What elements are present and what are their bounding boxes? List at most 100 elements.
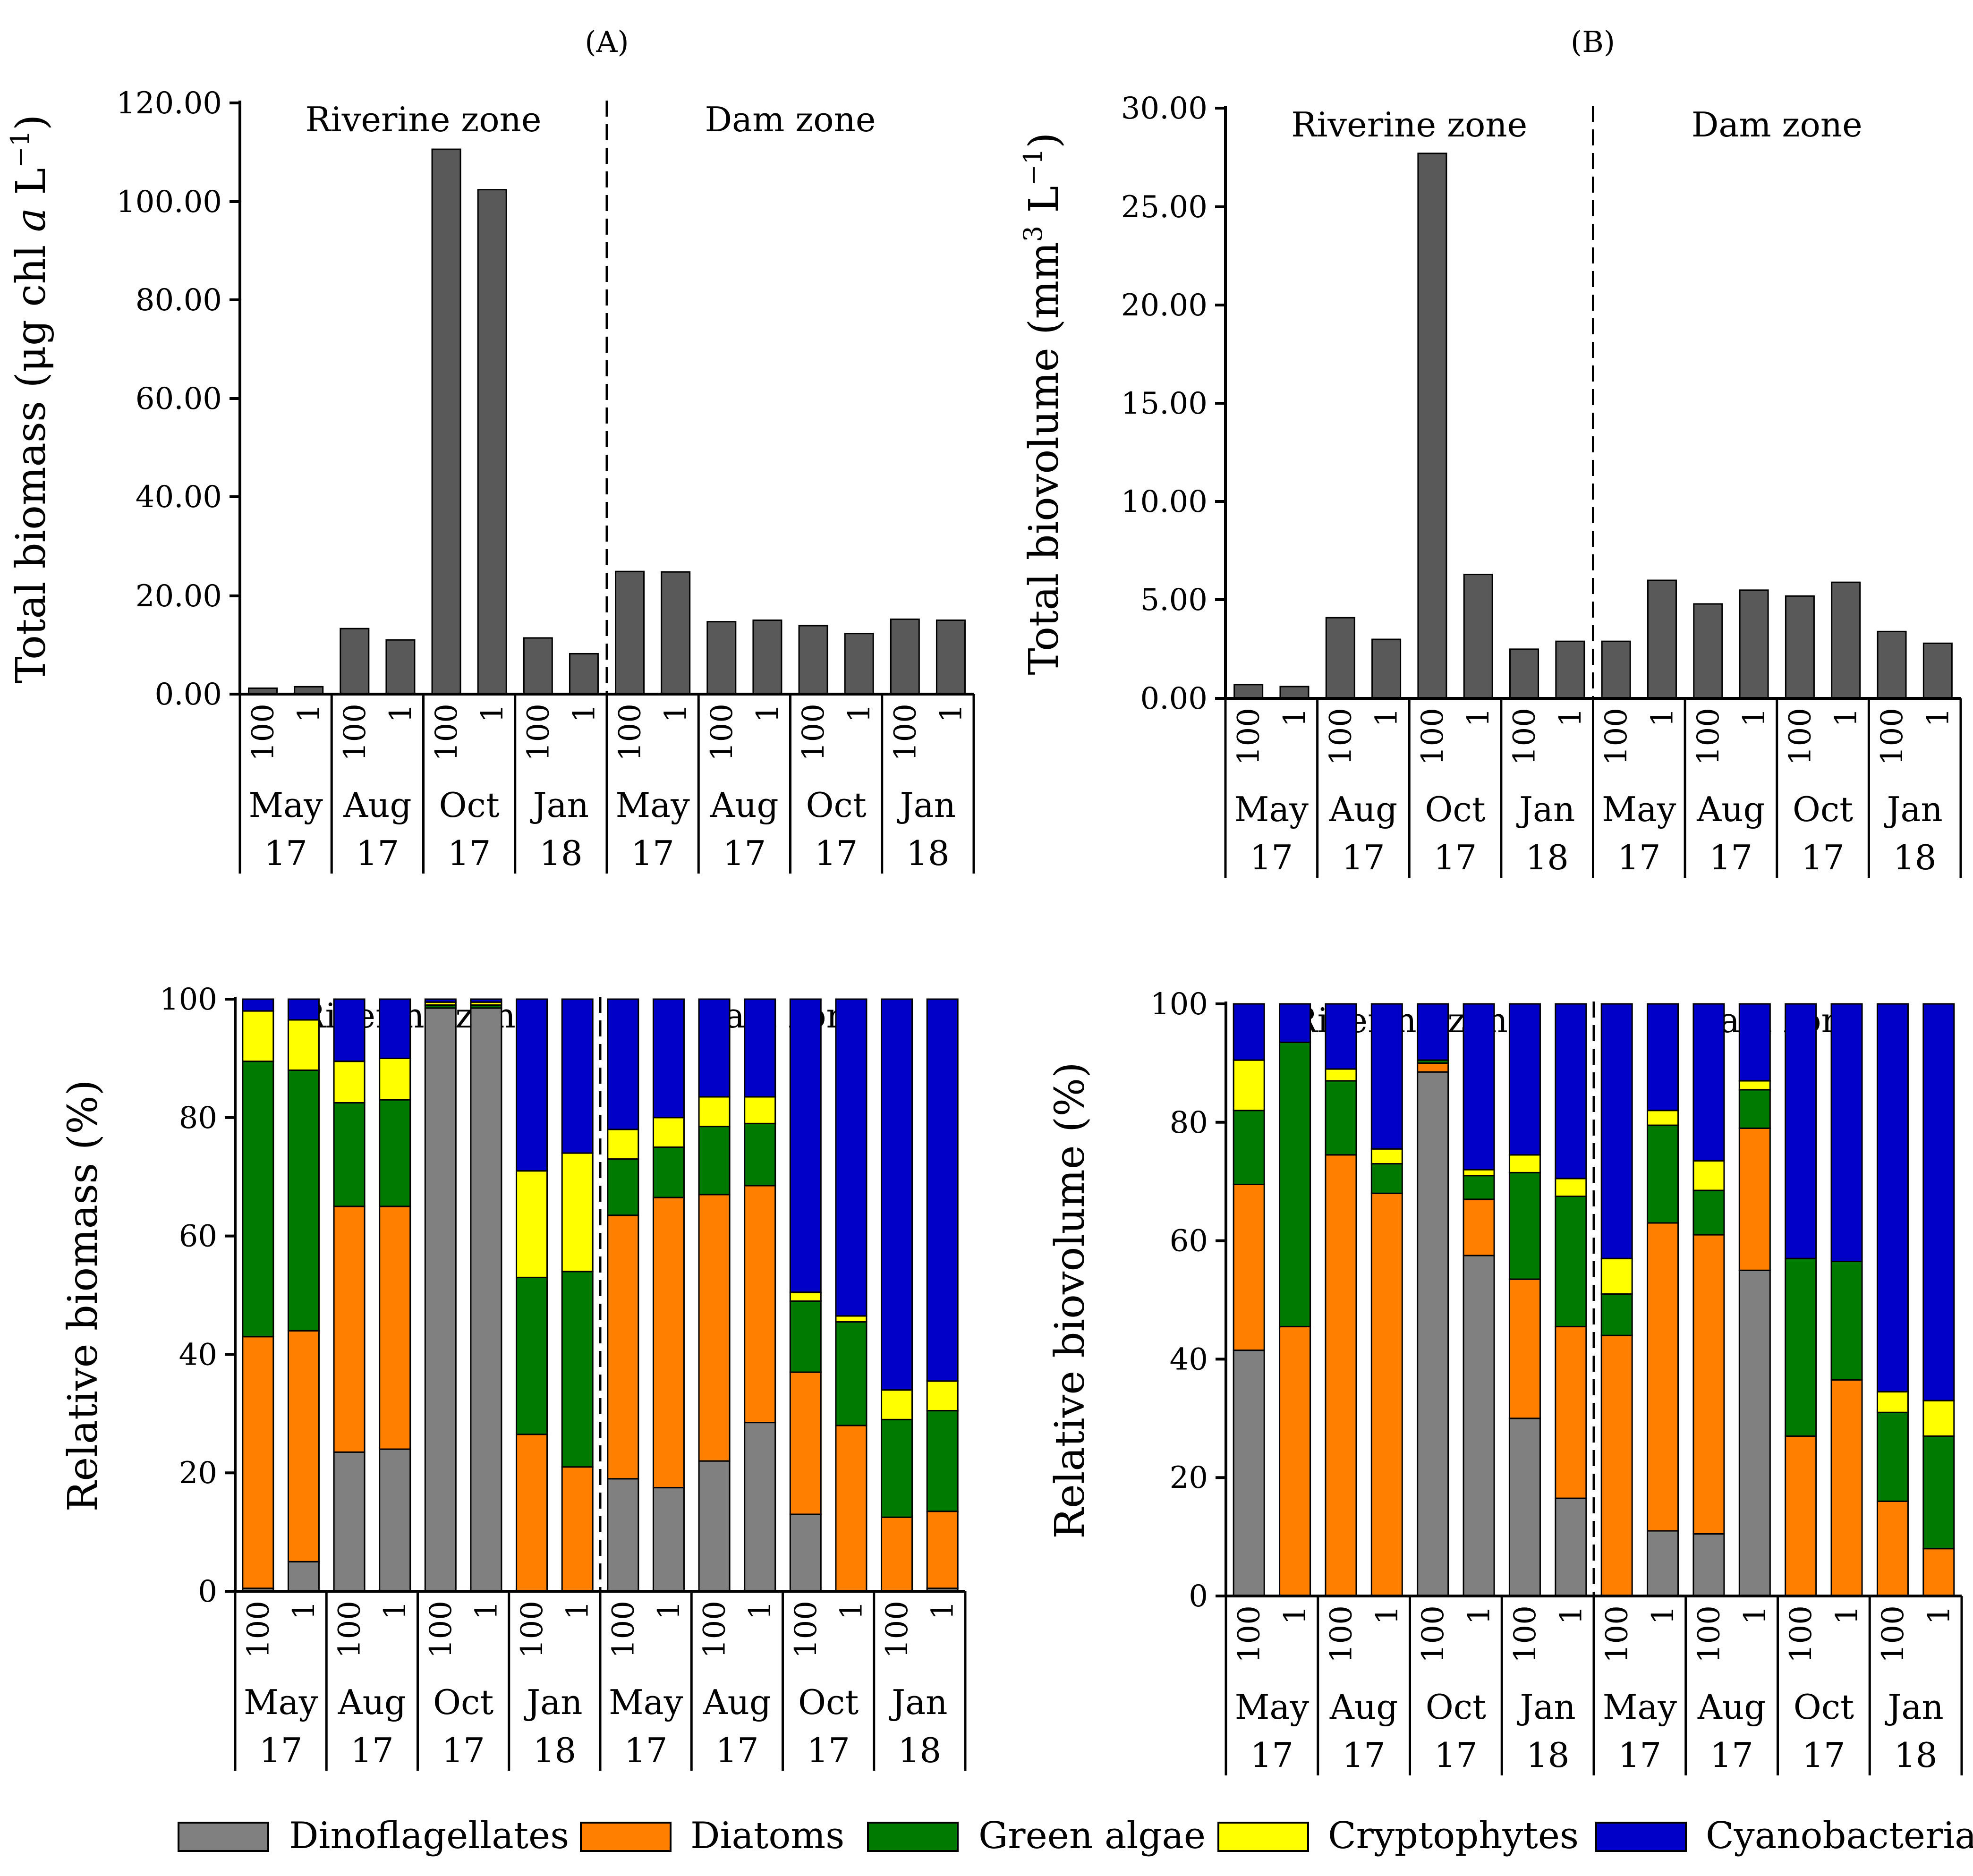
bar-8-diatoms: [561, 1466, 594, 1592]
bar-5-cyanobacteria: [424, 998, 457, 1003]
y-tick-label: 5.00: [1140, 583, 1208, 618]
y-axis-label-part: L: [8, 168, 55, 208]
y-tick-label: 100: [1150, 987, 1208, 1022]
depth-label: 1: [1553, 708, 1588, 727]
bar-10-cyanobacteria: [1647, 1003, 1679, 1112]
month-label: Oct: [439, 785, 499, 825]
bar-5-dinoflagellates: [1417, 1071, 1449, 1597]
month-label: Oct: [433, 1682, 493, 1722]
bar-12-cyanobacteria: [1738, 1003, 1771, 1082]
depth-label: 1: [1645, 708, 1680, 727]
bar-11-diatoms: [1692, 1234, 1725, 1535]
bar-13: [1785, 595, 1815, 699]
depth-label: 1: [743, 1601, 778, 1620]
bar-4: [385, 639, 416, 695]
depth-label: 100: [429, 704, 464, 761]
bar-11: [706, 621, 737, 695]
depth-label: 100: [1599, 708, 1634, 765]
bar-15-cryptophytes: [1876, 1391, 1909, 1413]
bar-13-diatoms: [789, 1371, 822, 1515]
year-label: 17: [1710, 1735, 1753, 1775]
bar-11: [1693, 603, 1723, 699]
bar-15-cyanobacteria: [1876, 1003, 1909, 1392]
month-label: Aug: [1696, 789, 1765, 829]
depth-label: 100: [880, 1601, 915, 1658]
month-label: Oct: [1794, 1687, 1854, 1727]
depth-label: 1: [383, 704, 418, 723]
depth-label: 1: [287, 1601, 322, 1620]
year-label: 17: [1250, 1735, 1294, 1775]
year-label: 17: [350, 1731, 394, 1770]
bar-3-cyanobacteria: [1325, 1003, 1357, 1070]
depth-label: 1: [1737, 708, 1772, 727]
bar-3-green-algae: [333, 1102, 366, 1207]
legend-label: Green algae: [978, 1815, 1206, 1857]
bar-1-cryptophytes: [242, 1010, 274, 1062]
y-tick-label: 60: [1170, 1224, 1208, 1259]
bar-15-cyanobacteria: [881, 998, 913, 1391]
depth-label: 100: [1691, 708, 1726, 765]
depth-label: 1: [567, 704, 602, 723]
y-tick-label: 0: [198, 1574, 217, 1609]
depth-label: 100: [705, 704, 740, 761]
depth-label: 1: [1829, 708, 1864, 727]
bar-12: [1739, 589, 1769, 699]
bar-2-diatoms: [1279, 1325, 1311, 1597]
bar-11-dinoflagellates: [1692, 1533, 1725, 1597]
depth-label: 100: [888, 704, 923, 761]
zone-label-dam: Dam zone: [1692, 105, 1862, 144]
bar-12: [752, 620, 782, 695]
bar-3-dinoflagellates: [333, 1451, 366, 1592]
depth-label: 1: [378, 1601, 413, 1620]
bar-6: [477, 189, 507, 695]
panel-title: (B): [1571, 25, 1615, 59]
bar-8-diatoms: [1555, 1325, 1587, 1499]
depth-label: 100: [1415, 708, 1450, 765]
y-axis-label: Relative biomass (%): [60, 1080, 107, 1512]
year-label: 18: [1526, 1735, 1570, 1775]
bar-5-dinoflagellates: [424, 1007, 457, 1592]
month-label: Jan: [897, 785, 956, 825]
bar-4-diatoms: [379, 1205, 411, 1450]
depth-label: 100: [606, 1601, 641, 1658]
bar-7-cryptophytes: [516, 1170, 548, 1278]
bar-9-cryptophytes: [1600, 1257, 1633, 1295]
legend: Dinoflagellates Diatoms Green algae Cryptop…: [178, 1815, 1973, 1857]
y-tick-label: 60: [179, 1219, 217, 1254]
bar-5: [431, 148, 461, 695]
year-label: 17: [723, 833, 766, 873]
bar-11-dinoflagellates: [698, 1460, 731, 1592]
bar-4-green-algae: [1370, 1163, 1403, 1194]
y-tick-label: 80.00: [136, 283, 222, 318]
bar-6-green-algae: [1463, 1175, 1495, 1200]
bar-2: [1279, 686, 1310, 699]
bar-1: [1233, 684, 1264, 699]
bar-5: [1417, 153, 1447, 699]
bar-6-cyanobacteria: [1463, 1003, 1495, 1171]
depth-label: 1: [475, 704, 510, 723]
bar-4-cryptophytes: [1370, 1148, 1403, 1165]
year-label: 17: [442, 1731, 485, 1770]
depth-label: 100: [332, 1601, 367, 1658]
bar-7-dinoflagellates: [1508, 1418, 1541, 1597]
bar-16-cyanobacteria: [926, 998, 959, 1382]
depth-label: 1: [1462, 1605, 1497, 1625]
bar-16-diatoms: [1922, 1548, 1955, 1597]
bar-1-cryptophytes: [1233, 1059, 1265, 1112]
bar-7: [523, 637, 553, 695]
month-label: Aug: [710, 785, 778, 825]
year-label: 18: [539, 833, 583, 873]
bar-7-diatoms: [1508, 1278, 1541, 1419]
depth-label: 100: [613, 704, 648, 761]
year-label: 17: [815, 833, 858, 873]
bar-14-cyanobacteria: [835, 998, 867, 1317]
chart-total-biovolume: (B) Riverine zone Dam zone 0.00 5.00 10.00 15.…: [1018, 25, 1962, 878]
month-label: Jan: [888, 1682, 947, 1722]
year-label: 17: [1434, 838, 1477, 877]
bar-11-green-algae: [1692, 1189, 1725, 1236]
bar-14-green-algae: [1830, 1260, 1863, 1381]
depth-label: 100: [241, 1601, 276, 1658]
y-axis-label-part: L: [1021, 186, 1068, 226]
bar-1-cyanobacteria: [1233, 1003, 1265, 1061]
y-tick-label: 20: [1170, 1460, 1208, 1495]
